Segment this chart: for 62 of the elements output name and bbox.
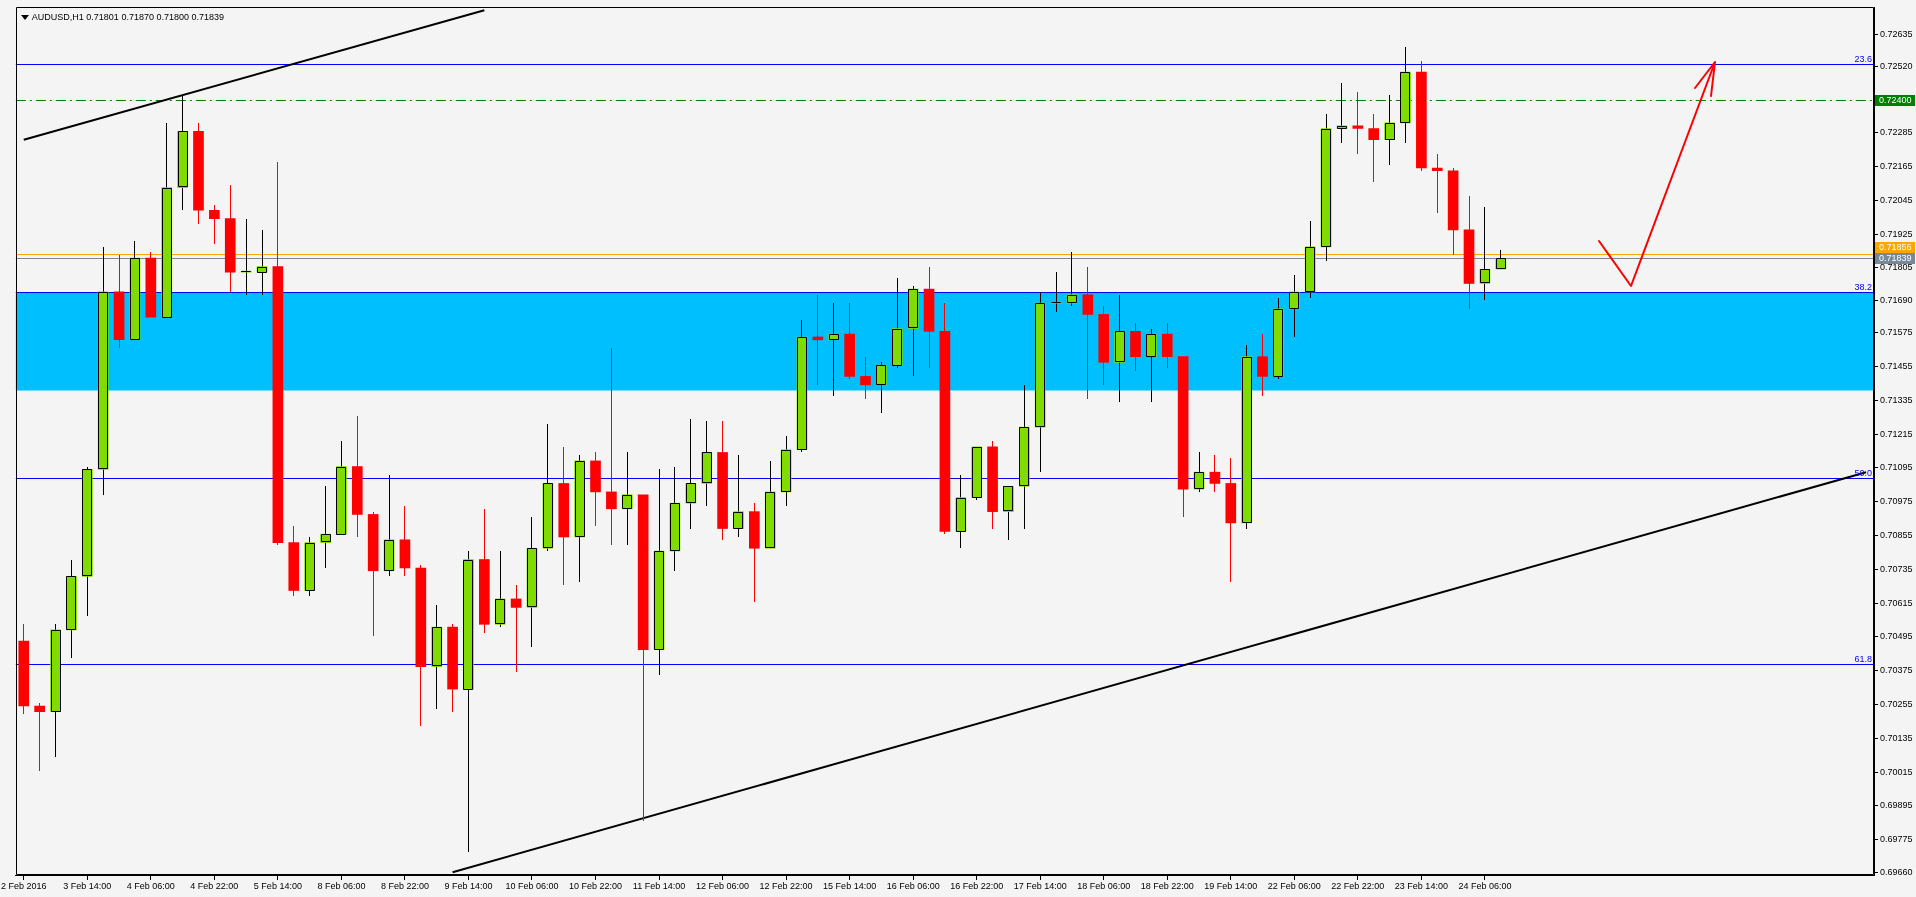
- x-tick-label: 2 Feb 2016: [1, 880, 47, 891]
- x-tick-label: 19 Feb 14:00: [1204, 880, 1258, 891]
- x-tick-label: 22 Feb 06:00: [1267, 880, 1321, 891]
- candlestick: [1336, 83, 1348, 143]
- x-tick-label: 12 Feb 06:00: [696, 880, 750, 891]
- y-tick-label: 0.70855: [1880, 530, 1913, 541]
- y-tick-label: 0.71215: [1880, 428, 1913, 439]
- x-tick-label: 16 Feb 06:00: [886, 880, 940, 891]
- y-tick-label: 0.70615: [1880, 597, 1913, 608]
- x-tick-label: 24 Feb 06:00: [1458, 880, 1512, 891]
- y-tick-label: 0.69775: [1880, 834, 1913, 845]
- y-tick-label: 0.72285: [1880, 127, 1913, 138]
- y-tick-label: 0.70495: [1880, 631, 1913, 642]
- x-tick-label: 16 Feb 22:00: [950, 880, 1004, 891]
- x-tick-label: 18 Feb 06:00: [1077, 880, 1131, 891]
- x-tick-label: 5 Feb 14:00: [253, 880, 302, 891]
- y-tick-label: 0.71925: [1880, 228, 1913, 239]
- y-tick-label: 0.71575: [1880, 327, 1913, 338]
- y-tick-label: 0.72165: [1880, 161, 1913, 172]
- candlestick: [606, 348, 617, 545]
- ref-line-label: 0.71839: [1879, 252, 1912, 263]
- x-tick-label: 4 Feb 06:00: [126, 880, 175, 891]
- candlestick: [34, 703, 45, 771]
- y-tick-label: 0.70735: [1880, 563, 1913, 574]
- y-tick-label: 0.69895: [1880, 800, 1913, 811]
- candlestick: [828, 303, 840, 396]
- y-tick-label: 0.72635: [1880, 28, 1913, 39]
- x-tick-label: 8 Feb 06:00: [317, 880, 366, 891]
- y-tick-label: 0.70015: [1880, 766, 1913, 777]
- x-tick-label: 9 Feb 14:00: [444, 880, 493, 891]
- annotation: 61.8: [1854, 653, 1872, 664]
- y-tick-label: 0.71335: [1880, 394, 1913, 405]
- y-tick-label: 0.71690: [1880, 294, 1913, 305]
- x-tick-label: 15 Feb 14:00: [823, 880, 877, 891]
- y-tick-label: 0.71805: [1880, 262, 1913, 273]
- y-tick-label: 0.70135: [1880, 732, 1913, 743]
- x-tick-label: 22 Feb 22:00: [1331, 880, 1385, 891]
- x-tick-label: 18 Feb 22:00: [1140, 880, 1194, 891]
- ref-line-label: 0.72400: [1879, 94, 1912, 105]
- annotation: 38.2: [1854, 281, 1872, 292]
- x-tick-label: 8 Feb 22:00: [380, 880, 429, 891]
- x-tick-label: 11 Feb 14:00: [632, 880, 686, 891]
- x-tick-label: 23 Feb 14:00: [1394, 880, 1448, 891]
- x-tick-label: 10 Feb 22:00: [569, 880, 623, 891]
- candlestick: [1352, 92, 1364, 154]
- y-tick-label: 0.70975: [1880, 496, 1913, 507]
- text: AUDUSD,H1 0.71801 0.71870 0.71800 0.71839: [31, 11, 224, 22]
- y-tick-label: 0.69660: [1880, 866, 1913, 877]
- ref-line-label: 0.71856: [1879, 241, 1912, 252]
- y-tick-label: 0.71455: [1880, 361, 1913, 372]
- x-tick-label: 4 Feb 22:00: [190, 880, 239, 891]
- y-tick-label: 0.70375: [1880, 665, 1913, 676]
- x-tick-label: 10 Feb 06:00: [505, 880, 559, 891]
- x-tick-label: 17 Feb 14:00: [1013, 880, 1067, 891]
- x-tick-label: 12 Feb 22:00: [759, 880, 813, 891]
- y-tick-label: 0.71095: [1880, 462, 1913, 473]
- annotation: 23.6: [1854, 53, 1872, 64]
- y-tick-label: 0.72045: [1880, 194, 1913, 205]
- candlestick: [510, 585, 522, 672]
- y-tick-label: 0.72520: [1880, 61, 1913, 72]
- y-tick-label: 0.70255: [1880, 699, 1913, 710]
- x-tick-label: 3 Feb 14:00: [63, 880, 112, 891]
